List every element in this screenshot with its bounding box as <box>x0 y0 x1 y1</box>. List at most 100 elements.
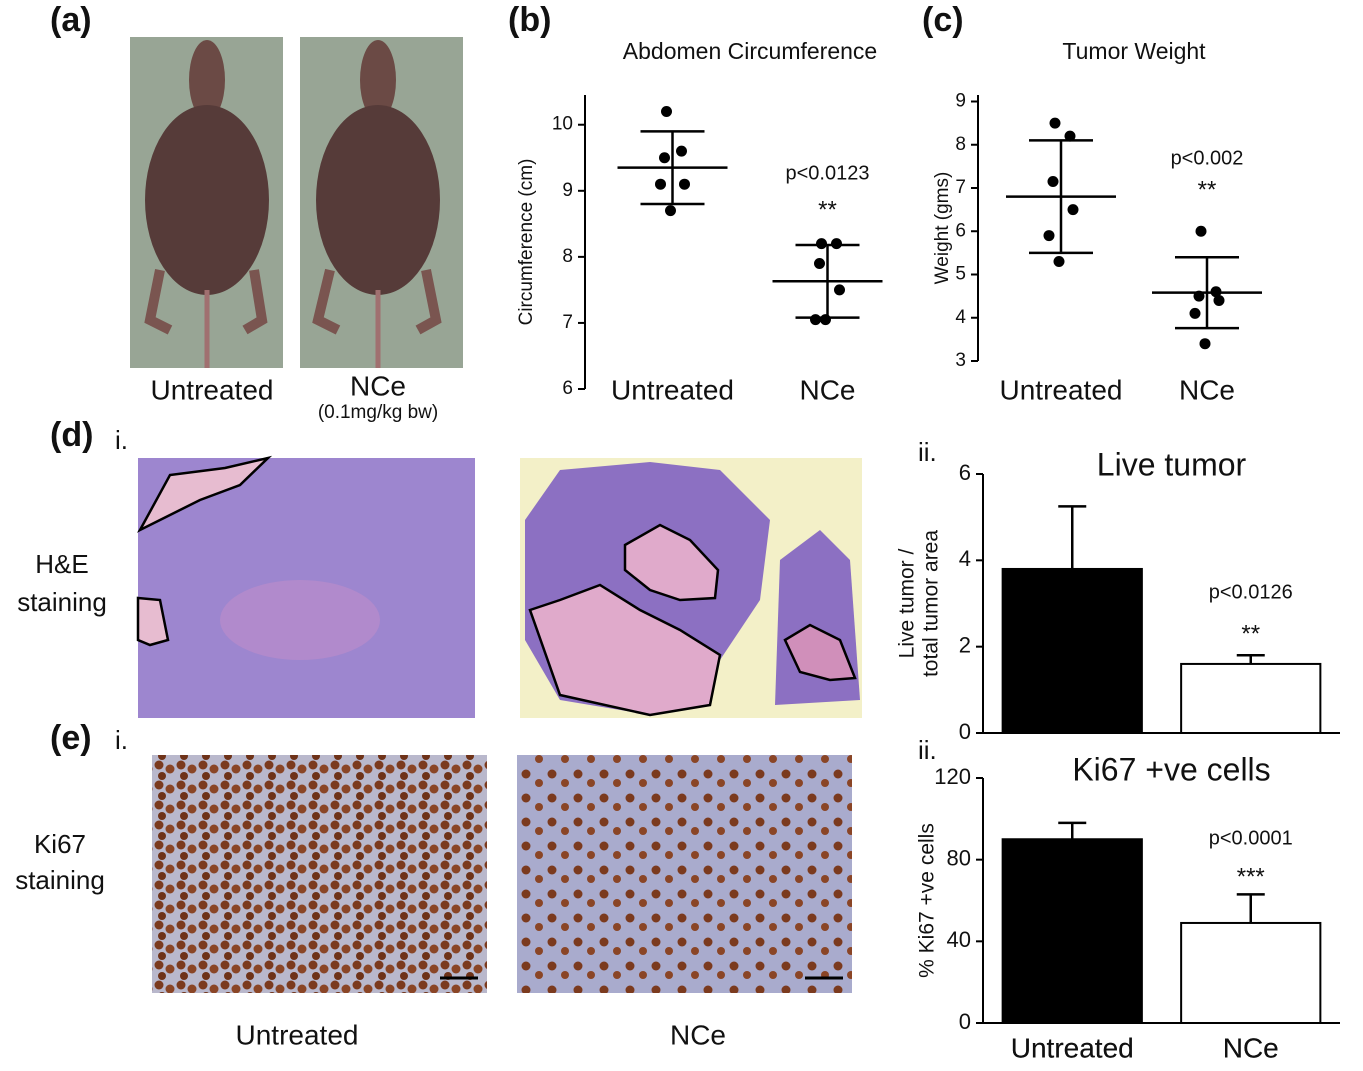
data-point <box>676 145 687 157</box>
data-point <box>1047 176 1059 188</box>
data-point <box>814 257 825 269</box>
panel-label: (b) <box>508 1 551 39</box>
annotation: ** <box>1198 177 1217 204</box>
y-tick-label: 8 <box>562 246 573 267</box>
data-point <box>661 106 672 118</box>
x-tick-label: Untreated <box>1000 374 1123 405</box>
sub-label: ii. <box>918 437 937 467</box>
sub-label: i. <box>115 425 128 455</box>
chart-title: Abdomen Circumference <box>623 38 877 64</box>
bar <box>1001 838 1143 1024</box>
y-axis-label: % Ki67 +ve cells <box>916 823 939 978</box>
data-point <box>655 178 666 190</box>
y-tick-label: 9 <box>955 91 966 112</box>
data-point <box>1213 294 1225 306</box>
data-point <box>1195 225 1207 237</box>
x-tick-label: NCe <box>799 374 855 405</box>
y-tick-label: 7 <box>562 312 573 333</box>
annotation: p<0.0001 <box>1209 828 1293 850</box>
stain-label: H&E <box>35 549 88 579</box>
y-tick-label: 10 <box>552 114 573 135</box>
annotation: p<0.002 <box>1171 147 1244 169</box>
y-tick-label: 6 <box>562 378 573 399</box>
chart-title: Tumor Weight <box>1062 38 1206 64</box>
data-point <box>1189 307 1201 319</box>
x-tick-label: NCe <box>1223 1032 1279 1063</box>
data-point <box>1049 117 1061 129</box>
x-tick-label: NCe <box>1179 374 1235 405</box>
x-tick-label: Untreated <box>1011 1032 1134 1063</box>
y-tick-label: 9 <box>562 180 573 201</box>
y-axis-label-line: Circumference (cm) <box>516 159 537 326</box>
y-tick-label: 6 <box>959 460 971 485</box>
annotation: p<0.0123 <box>786 162 870 184</box>
y-tick-label: 7 <box>955 177 966 198</box>
y-axis-label: Live tumor / total tumor area <box>896 530 943 677</box>
y-tick-label: 40 <box>947 927 971 952</box>
y-tick-label: 4 <box>959 546 971 571</box>
annotation: ** <box>818 196 837 223</box>
mouse-photo-untreated <box>130 37 283 368</box>
mouse-photo-nce <box>300 37 463 368</box>
data-point <box>1064 130 1076 142</box>
annotation: ** <box>1241 621 1260 648</box>
data-point <box>1043 230 1055 242</box>
data-point <box>1067 204 1079 216</box>
y-tick-label: 5 <box>955 264 966 285</box>
y-axis-label: Circumference (cm) <box>516 159 537 326</box>
bar <box>1001 567 1143 735</box>
y-tick-label: 2 <box>959 632 971 657</box>
y-tick-label: 8 <box>955 134 966 155</box>
y-tick-label: 4 <box>955 307 966 328</box>
y-tick-label: 3 <box>955 350 966 371</box>
y-tick-label: 6 <box>955 220 966 241</box>
ki67-image-untreated <box>152 755 487 993</box>
panel-label: (e) <box>50 719 92 757</box>
he-image-untreated <box>136 455 475 718</box>
image-caption: NCe <box>670 1019 726 1050</box>
stain-label: staining <box>15 865 105 895</box>
y-axis-label-line: % Ki67 +ve cells <box>916 823 939 978</box>
data-point <box>665 205 676 217</box>
y-tick-label: 120 <box>934 764 971 789</box>
mouse-caption: Untreated <box>151 374 274 405</box>
data-point <box>834 284 845 296</box>
x-tick-label: Untreated <box>611 374 734 405</box>
bar <box>1180 662 1322 735</box>
chart-title: Live tumor <box>1097 446 1247 482</box>
data-point <box>816 238 827 250</box>
bar <box>1180 921 1322 1024</box>
chart-title: Ki67 +ve cells <box>1072 751 1270 787</box>
data-point <box>810 314 821 326</box>
ki67-image-nce <box>517 755 852 993</box>
x-tick-label: NCe <box>1223 1032 1279 1063</box>
annotation: p<0.0126 <box>1209 582 1293 604</box>
mouse-caption: NCe <box>350 370 406 401</box>
sub-label: i. <box>115 725 128 755</box>
image-caption: Untreated <box>236 1019 359 1050</box>
y-tick-label: 0 <box>959 1009 971 1034</box>
data-point <box>831 238 842 250</box>
data-point <box>820 314 831 326</box>
stain-label: staining <box>17 587 107 617</box>
y-axis-label-line: total tumor area <box>920 530 943 677</box>
x-tick-label: Untreated <box>1011 1032 1134 1063</box>
y-axis-label-line: Live tumor / <box>896 548 919 658</box>
y-axis-label: Weight (gms) <box>932 172 953 285</box>
data-point <box>679 178 690 190</box>
y-tick-label: 80 <box>947 845 971 870</box>
sub-label: ii. <box>918 735 937 765</box>
he-image-nce <box>520 458 862 718</box>
data-point <box>1053 256 1065 268</box>
stain-label: Ki67 <box>34 829 86 859</box>
panel-label: (c) <box>922 1 964 39</box>
panel-label: (d) <box>50 416 93 454</box>
data-point <box>659 152 670 164</box>
panel-label: (a) <box>50 1 92 39</box>
annotation: *** <box>1237 864 1265 891</box>
y-tick-label: 0 <box>959 719 971 744</box>
y-axis-label-line: Weight (gms) <box>932 172 953 285</box>
data-point <box>1199 338 1211 350</box>
dose-caption: (0.1mg/kg bw) <box>318 402 438 423</box>
